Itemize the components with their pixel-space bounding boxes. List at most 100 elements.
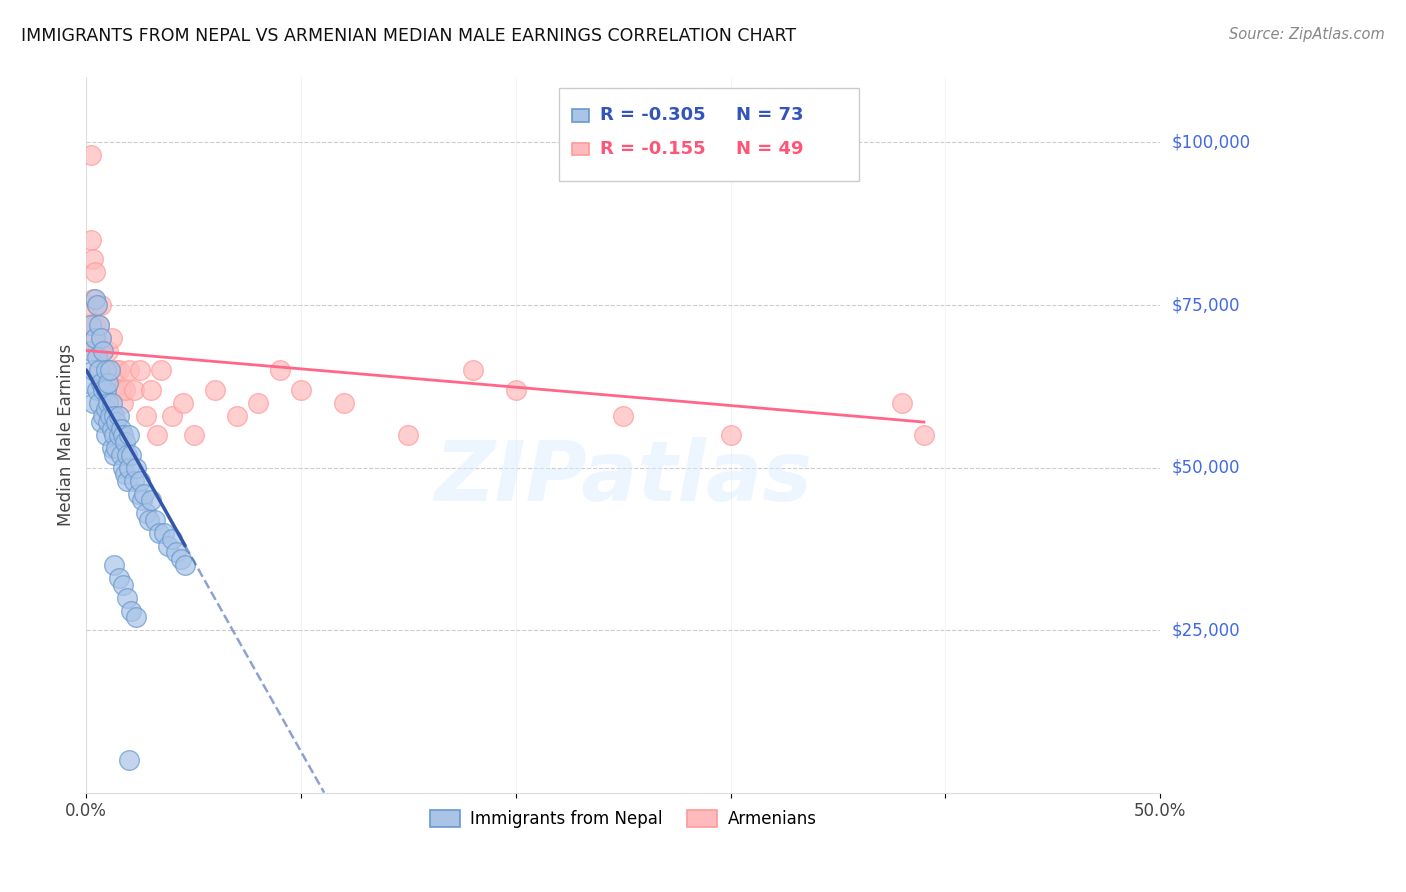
Point	[82, 252, 104, 267]
Point	[122, 474, 145, 488]
Point	[107, 363, 129, 377]
Point	[505, 383, 527, 397]
Point	[86, 343, 108, 358]
FancyBboxPatch shape	[572, 109, 589, 122]
Point	[94, 383, 117, 397]
Point	[103, 558, 125, 573]
Point	[105, 415, 128, 429]
Point	[110, 421, 132, 435]
Point	[461, 363, 484, 377]
Point	[93, 343, 115, 358]
Point	[94, 363, 117, 377]
Point	[98, 409, 121, 423]
Text: N = 73: N = 73	[735, 106, 803, 124]
Point	[82, 363, 104, 377]
Point	[148, 525, 170, 540]
Point	[143, 512, 166, 526]
Point	[174, 558, 197, 573]
Point	[152, 525, 174, 540]
Point	[139, 493, 162, 508]
Point	[79, 148, 101, 162]
Point	[204, 383, 226, 397]
Point	[166, 545, 188, 559]
Point	[101, 330, 124, 344]
Point	[912, 428, 935, 442]
Point	[79, 233, 101, 247]
Point	[111, 577, 134, 591]
Point	[89, 318, 111, 332]
Legend: Immigrants from Nepal, Armenians: Immigrants from Nepal, Armenians	[423, 803, 823, 834]
Point	[86, 298, 108, 312]
Point	[125, 610, 148, 624]
Point	[111, 428, 134, 442]
Point	[720, 428, 742, 442]
Point	[135, 409, 157, 423]
Point	[110, 448, 132, 462]
Point	[98, 363, 121, 377]
FancyBboxPatch shape	[572, 143, 589, 155]
Point	[77, 298, 100, 312]
Point	[118, 428, 141, 442]
Text: N = 49: N = 49	[735, 140, 803, 158]
Point	[97, 376, 120, 390]
Text: $100,000: $100,000	[1171, 134, 1250, 152]
Point	[122, 383, 145, 397]
Text: Source: ZipAtlas.com: Source: ZipAtlas.com	[1229, 27, 1385, 42]
Point	[127, 486, 149, 500]
Point	[79, 343, 101, 358]
Point	[891, 395, 914, 409]
Text: $50,000: $50,000	[1171, 458, 1240, 476]
Text: R = -0.305: R = -0.305	[600, 106, 706, 124]
Point	[269, 363, 291, 377]
Point	[83, 330, 105, 344]
Point	[101, 441, 124, 455]
Point	[82, 292, 104, 306]
Y-axis label: Median Male Earnings: Median Male Earnings	[58, 344, 75, 526]
Point	[114, 434, 136, 449]
Point	[89, 363, 111, 377]
Text: IMMIGRANTS FROM NEPAL VS ARMENIAN MEDIAN MALE EARNINGS CORRELATION CHART: IMMIGRANTS FROM NEPAL VS ARMENIAN MEDIAN…	[21, 27, 796, 45]
Point	[131, 493, 153, 508]
Point	[107, 409, 129, 423]
Point	[97, 343, 120, 358]
Point	[103, 428, 125, 442]
Point	[94, 363, 117, 377]
Point	[90, 330, 112, 344]
Point	[114, 467, 136, 481]
Point	[333, 395, 356, 409]
Point	[150, 363, 173, 377]
Point	[114, 383, 136, 397]
Point	[93, 343, 115, 358]
Point	[129, 363, 152, 377]
Point	[118, 753, 141, 767]
Point	[97, 415, 120, 429]
Point	[77, 318, 100, 332]
Point	[89, 363, 111, 377]
Point	[247, 395, 270, 409]
Point	[93, 383, 115, 397]
Point	[86, 298, 108, 312]
FancyBboxPatch shape	[558, 88, 859, 181]
Point	[118, 460, 141, 475]
Point	[101, 395, 124, 409]
Point	[225, 409, 247, 423]
Point	[89, 318, 111, 332]
Point	[86, 350, 108, 364]
Point	[82, 395, 104, 409]
Point	[129, 474, 152, 488]
Text: $25,000: $25,000	[1171, 621, 1240, 639]
Point	[111, 460, 134, 475]
Point	[290, 383, 312, 397]
Point	[120, 604, 142, 618]
Point	[101, 421, 124, 435]
Point	[79, 318, 101, 332]
Text: $75,000: $75,000	[1171, 296, 1240, 314]
Point	[103, 409, 125, 423]
Point	[103, 448, 125, 462]
Point	[107, 571, 129, 585]
Point	[156, 539, 179, 553]
Point	[111, 395, 134, 409]
Text: R = -0.155: R = -0.155	[600, 140, 706, 158]
Point	[93, 409, 115, 423]
Point	[135, 506, 157, 520]
